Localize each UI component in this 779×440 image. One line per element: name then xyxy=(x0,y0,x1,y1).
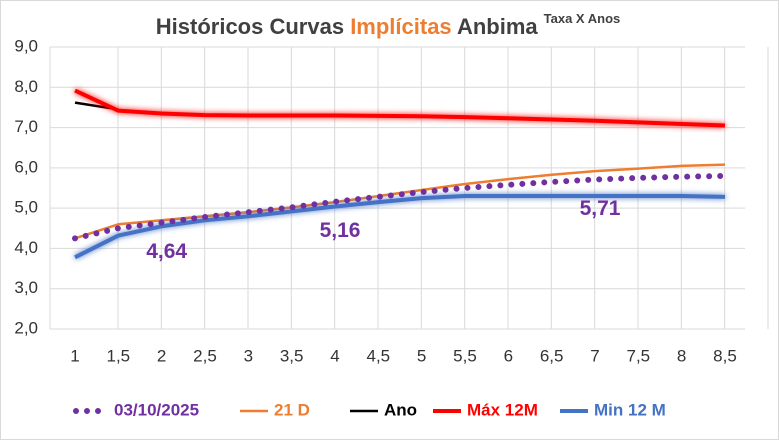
x-tick-label: 5 xyxy=(417,346,426,365)
x-tick-label: 8 xyxy=(677,346,686,365)
x-tick-label: 7,5 xyxy=(627,346,651,365)
x-tick-label: 5,5 xyxy=(453,346,477,365)
y-tick-label: 3,0 xyxy=(14,278,38,297)
x-tick-label: 2,5 xyxy=(193,346,217,365)
legend-label: 21 D xyxy=(274,400,310,419)
x-tick-label: 8,5 xyxy=(713,346,737,365)
y-tick-label: 2,0 xyxy=(14,318,38,337)
legend-label: Ano xyxy=(384,400,417,419)
chart-subtitle: Taxa X Anos xyxy=(544,11,621,26)
x-tick-label: 1 xyxy=(70,346,79,365)
legend-label: Máx 12M xyxy=(467,400,538,419)
line-series xyxy=(72,172,728,242)
y-tick-label: 4,0 xyxy=(14,238,38,257)
data-label: 4,64 xyxy=(146,240,187,263)
legend-label: Min 12 M xyxy=(594,400,666,419)
legend-label: 03/10/2025 xyxy=(114,400,199,419)
x-tick-label: 1,5 xyxy=(107,346,131,365)
y-tick-label: 6,0 xyxy=(14,157,38,176)
x-tick-label: 4,5 xyxy=(367,346,391,365)
x-tick-label: 7 xyxy=(590,346,599,365)
x-tick-label: 6 xyxy=(504,346,513,365)
data-label: 5,16 xyxy=(320,219,361,242)
x-tick-label: 4 xyxy=(330,346,339,365)
y-tick-label: 5,0 xyxy=(14,198,38,217)
chart-title: Históricos Curvas Implícitas Anbima Taxa … xyxy=(156,11,620,38)
title-part: Implícitas xyxy=(350,14,451,39)
data-label: 5,71 xyxy=(580,197,621,220)
x-tick-label: 2 xyxy=(157,346,166,365)
y-tick-label: 7,0 xyxy=(14,117,38,136)
title-part: Históricos Curvas xyxy=(156,14,344,39)
title-part: Anbima xyxy=(457,14,538,39)
line-series xyxy=(74,88,726,128)
y-tick-label: 9,0 xyxy=(14,36,38,55)
x-tick-label: 6,5 xyxy=(540,346,564,365)
y-tick-label: 8,0 xyxy=(14,77,38,96)
x-tick-label: 3,5 xyxy=(280,346,304,365)
x-tick-label: 3 xyxy=(244,346,253,365)
line-series xyxy=(74,194,726,260)
